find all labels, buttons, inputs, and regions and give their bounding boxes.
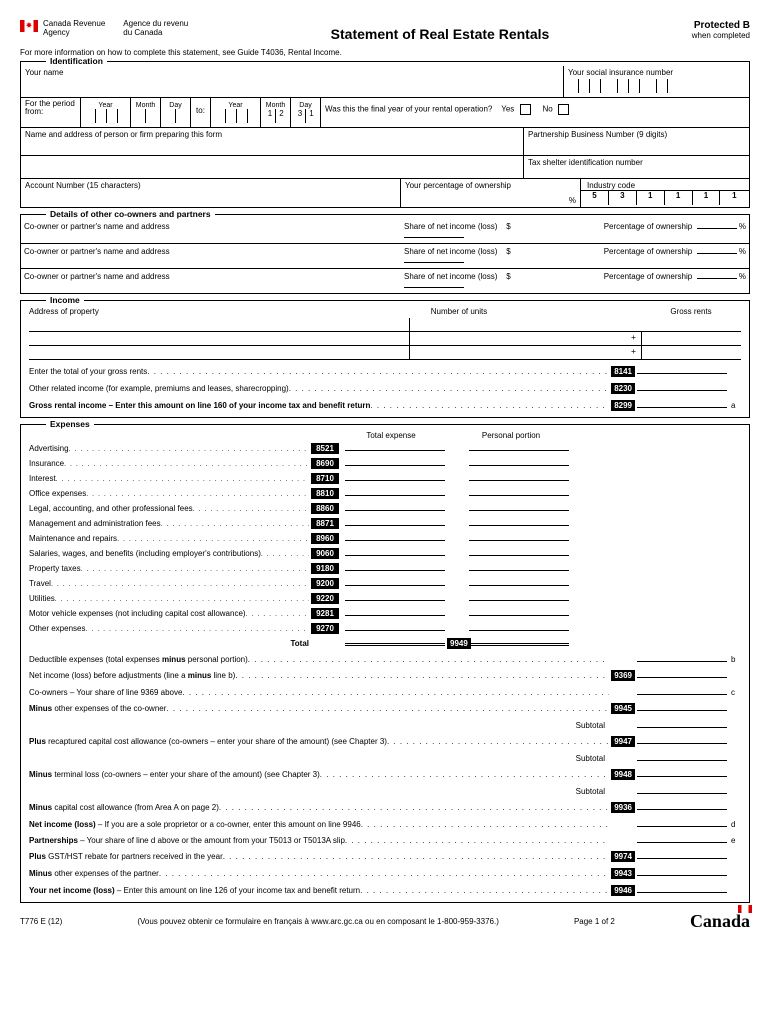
expense-row: Maintenance and repairs 8960 [29,530,741,544]
calc-line: Minus other expenses of the co-owner 994… [29,699,741,714]
calc-line: Net income (loss) before adjustments (li… [29,666,741,681]
income-row-2[interactable]: + [29,332,741,346]
agency-en-2: Agency [43,28,70,37]
calc-line: Minus capital cost allowance (from Area … [29,798,741,813]
identification-title: Identification [46,56,107,66]
french-note: (Vous pouvez obtenir ce formulaire en fr… [137,917,499,926]
yes-checkbox[interactable] [520,104,531,115]
gross-rents-label: Gross rents [641,307,741,316]
personal-portion-label: Personal portion [461,431,561,440]
expense-row: Travel 9200 [29,575,741,589]
form-header: Canada RevenueAgency Agence du revenudu … [20,20,750,42]
total-expense-label: Total expense [341,431,441,440]
expense-row: Utilities 9220 [29,590,741,604]
expenses-section: Expenses Total expense Personal portion … [20,424,750,903]
total-gross-line: Enter the total of your gross rents 8141 [29,362,741,377]
agency-en-1: Canada Revenue [43,19,105,28]
income-row-3[interactable]: + [29,346,741,360]
coowners-section: Details of other co-owners and partners … [20,214,750,294]
instruction-text: For more information on how to complete … [20,48,750,57]
your-name-field[interactable]: Your name [21,66,564,97]
page-number: Page 1 of 2 [574,917,615,926]
amt-8141[interactable] [637,362,727,374]
to-year[interactable]: Year [211,98,261,127]
calc-line: Minus other expenses of the partner 9943 [29,864,741,879]
calc-line: Net income (loss) – If you are a sole pr… [29,815,741,829]
form-footer: T776 E (12) (Vous pouvez obtenir ce form… [20,911,750,932]
final-year-question: Was this the final year of your rental o… [321,98,749,127]
from-day[interactable]: Day [161,98,191,127]
expense-row: Legal, accounting, and other professiona… [29,500,741,514]
expense-row: Management and administration fees 8871 [29,515,741,529]
amt-8230[interactable] [637,379,727,391]
identification-section: Identification Your name Your social ins… [20,61,750,208]
calc-line: Minus terminal loss (co-owners – enter y… [29,765,741,780]
gross-rental-line: Gross rental income – Enter this amount … [29,396,741,411]
code-8141: 8141 [611,366,635,377]
expense-row: Interest 8710 [29,470,741,484]
other-related-line: Other related income (for example, premi… [29,379,741,394]
to-day[interactable]: Day31 [291,98,321,127]
coowner-row[interactable]: Co-owner or partner's name and address S… [21,219,749,244]
code-8230: 8230 [611,383,635,394]
canada-flag-icon [20,20,38,32]
expense-row: Other expenses 9270 [29,620,741,634]
canada-wordmark: Canada [690,911,750,932]
total-personal-amt[interactable] [469,635,569,646]
calc-line: Co-owners – Your share of line 9369 abov… [29,683,741,697]
pct-ownership-field[interactable]: Your percentage of ownership% [401,179,581,207]
sin-field[interactable]: Your social insurance number [564,66,749,97]
expense-row: Insurance 8690 [29,455,741,469]
agency-fr-1: Agence du revenu [123,19,188,28]
expense-row: Property taxes 9180 [29,560,741,574]
form-title: Statement of Real Estate Rentals [188,26,692,42]
amt-8299[interactable] [637,396,727,408]
period-from-label: For the period from: [21,98,81,127]
calc-line: Deductible expenses (total expenses minu… [29,650,741,664]
preparer-cont[interactable] [21,156,524,178]
coowners-title: Details of other co-owners and partners [46,209,215,219]
account-field[interactable]: Account Number (15 characters) [21,179,401,207]
to-label: to: [191,98,211,127]
addr-label: Address of property [29,307,409,316]
code-8299: 8299 [611,400,635,411]
from-month[interactable]: Month [131,98,161,127]
protected-label: Protected B when completed [692,20,750,40]
calc-line: Plus recaptured capital cost allowance (… [29,732,741,747]
expense-row: Salaries, wages, and benefits (including… [29,545,741,559]
no-checkbox[interactable] [558,104,569,115]
agency-fr-2: du Canada [123,28,162,37]
calc-line: Subtotal [29,782,741,796]
total-expense-amt[interactable] [345,635,445,646]
calc-line: Your net income (loss) – Enter this amou… [29,881,741,896]
calc-line: Partnerships – Your share of line d abov… [29,831,741,845]
agency-name: Canada RevenueAgency Agence du revenudu … [43,20,188,38]
industry-code-field[interactable]: Industry code 5 3 1 1 1 1 [581,179,749,207]
calc-line: Subtotal [29,749,741,763]
income-section: Income Address of property Number of uni… [20,300,750,418]
expense-row: Motor vehicle expenses (not including ca… [29,605,741,619]
from-year[interactable]: Year [81,98,131,127]
income-title: Income [46,295,84,305]
to-month[interactable]: Month12 [261,98,291,127]
expenses-title: Expenses [46,419,94,429]
coowner-row[interactable]: Co-owner or partner's name and address S… [21,269,749,293]
expense-row: Advertising 8521 [29,440,741,454]
preparer-field[interactable]: Name and address of person or firm prepa… [21,128,524,155]
income-row-1[interactable] [29,318,741,332]
calc-line: Plus GST/HST rebate for partners receive… [29,847,741,862]
expense-total-row: Total 9949 [29,635,741,648]
expense-row: Office expenses 8810 [29,485,741,499]
coowner-row[interactable]: Co-owner or partner's name and address S… [21,244,749,269]
calc-line: Subtotal [29,716,741,730]
partnership-field[interactable]: Partnership Business Number (9 digits) [524,128,749,155]
units-label: Number of units [409,307,509,316]
code-9949: 9949 [447,638,471,649]
form-id: T776 E (12) [20,917,62,926]
tax-shelter-field[interactable]: Tax shelter identification number [524,156,749,178]
